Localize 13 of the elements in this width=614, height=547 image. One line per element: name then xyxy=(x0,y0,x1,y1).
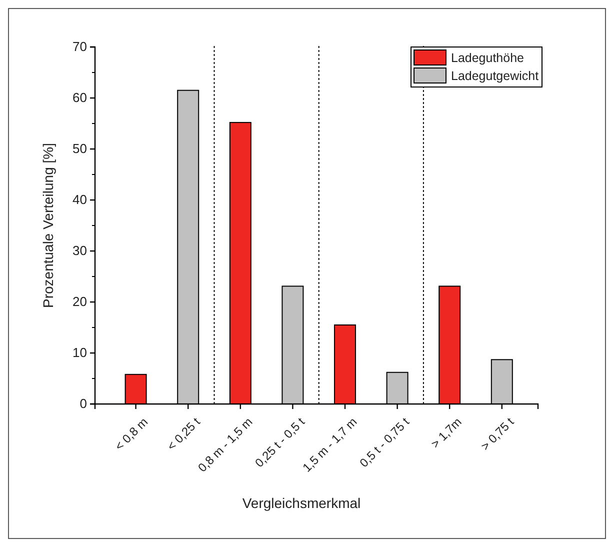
y-tick-label: 60 xyxy=(72,90,87,106)
x-tick-label: < 0,8 m xyxy=(112,414,151,454)
y-tick-label: 70 xyxy=(72,39,87,54)
legend-label: Ladegutgewicht xyxy=(451,69,540,83)
y-axis-title: Prozentuale Verteilung [%] xyxy=(40,143,56,308)
y-tick-label: 10 xyxy=(72,345,87,360)
y-tick-label: 30 xyxy=(72,243,87,258)
y-tick-label: 0 xyxy=(80,396,87,412)
legend-label: Ladeguthöhe xyxy=(451,51,524,65)
y-tick-label: 40 xyxy=(72,192,87,208)
x-axis-title: Vergleichsmerkmal xyxy=(242,495,361,511)
y-tick-label: 20 xyxy=(72,294,87,310)
y-tick-label: 50 xyxy=(72,141,87,156)
